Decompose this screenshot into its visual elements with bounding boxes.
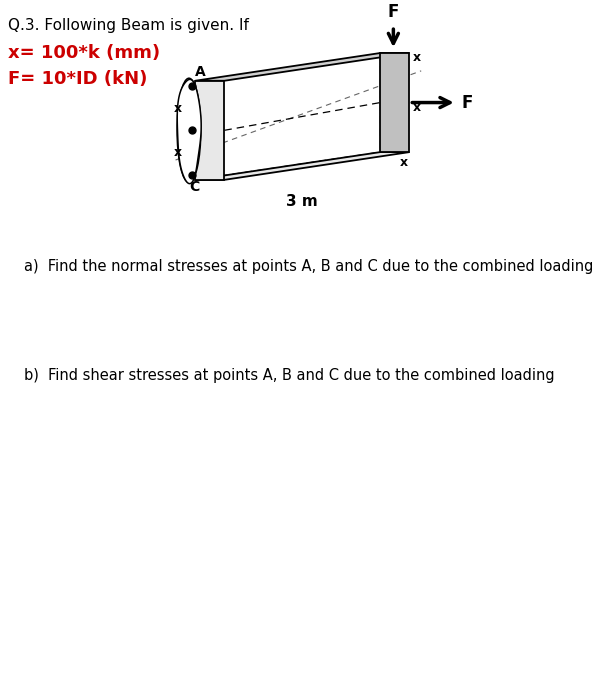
Text: Q.3. Following Beam is given. If: Q.3. Following Beam is given. If <box>8 18 249 34</box>
Text: x= 100*k (mm): x= 100*k (mm) <box>8 44 160 62</box>
Text: F= 10*ID (kN): F= 10*ID (kN) <box>8 70 147 88</box>
Text: x: x <box>174 146 182 159</box>
Text: x: x <box>174 102 182 115</box>
Text: F: F <box>461 94 473 111</box>
Polygon shape <box>195 53 409 80</box>
Polygon shape <box>380 53 409 152</box>
Text: b)  Find shear stresses at points A, B and C due to the combined loading: b) Find shear stresses at points A, B an… <box>23 368 554 383</box>
Polygon shape <box>195 152 409 180</box>
Text: a)  Find the normal stresses at points A, B and C due to the combined loading: a) Find the normal stresses at points A,… <box>23 259 593 274</box>
Polygon shape <box>195 80 224 180</box>
Text: C: C <box>190 181 200 195</box>
Text: F: F <box>388 4 399 21</box>
Text: A: A <box>194 65 205 79</box>
Text: x: x <box>413 101 421 113</box>
PathPatch shape <box>177 79 201 183</box>
Ellipse shape <box>177 78 201 182</box>
Text: 3 m: 3 m <box>286 194 318 209</box>
Text: x: x <box>413 51 421 64</box>
Text: x: x <box>400 156 408 169</box>
